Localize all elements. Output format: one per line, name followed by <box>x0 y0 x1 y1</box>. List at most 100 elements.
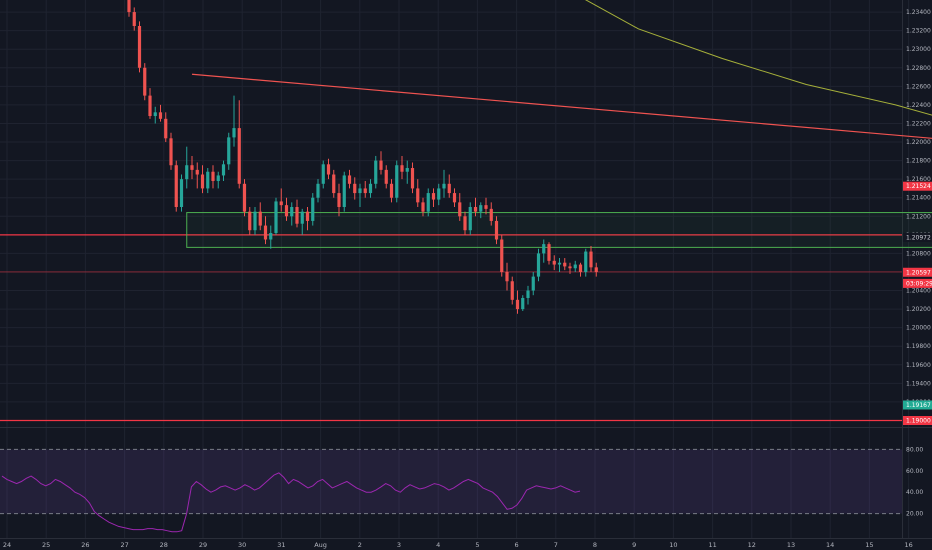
price-tick-label: 1.21200 <box>906 213 931 220</box>
price-tick-label: 1.22600 <box>906 83 931 90</box>
candle-body <box>200 174 205 189</box>
price-tick-label: 1.21800 <box>906 158 931 165</box>
price-tick-label: 1.19400 <box>906 380 931 387</box>
date-tick-label: 24 <box>3 541 11 549</box>
price-badge <box>903 278 932 288</box>
price-badge-label: 1.19000 <box>906 418 931 425</box>
candle-body <box>536 253 541 277</box>
candle-body <box>594 267 598 272</box>
candle-body <box>143 67 147 96</box>
rsi-tick-label: 20.00 <box>906 511 923 518</box>
candle-body <box>353 183 357 194</box>
candle-body <box>573 264 577 269</box>
price-tick-label: 1.20800 <box>906 250 931 257</box>
price-axis[interactable]: 80.00 60.00 40.00 20.00 1.23400 1.23200 1.2300… <box>903 9 932 518</box>
price-badge-label: 1.21524 <box>906 183 931 190</box>
date-tick-label: 25 <box>42 541 50 549</box>
date-tick-label: 2 <box>358 541 362 549</box>
candle-body <box>263 225 268 240</box>
candle-body <box>148 95 152 117</box>
rsi-tick-label: 80.00 <box>906 446 923 453</box>
candle-body <box>400 165 404 172</box>
candle-body <box>284 205 289 217</box>
price-tick-label: 1.19800 <box>906 343 931 350</box>
price-tick-label: 1.20400 <box>906 288 931 295</box>
date-tick-label: 5 <box>475 541 479 549</box>
candle-body <box>169 138 173 166</box>
candle-body <box>274 201 278 233</box>
price-badge <box>903 267 932 277</box>
candle-body <box>179 179 184 208</box>
candle-body <box>185 165 189 180</box>
candle-body <box>437 188 441 200</box>
price-badge-label: 1.19167 <box>906 402 931 409</box>
date-tick-label: 12 <box>748 541 756 549</box>
date-tick-label: 10 <box>669 541 677 549</box>
candle-body <box>410 168 415 189</box>
candle-body <box>447 183 451 194</box>
date-tick-label: 8 <box>593 541 597 549</box>
candle-body <box>416 188 420 203</box>
date-tick-label: 27 <box>120 541 128 549</box>
date-tick-label: 14 <box>826 541 834 549</box>
moving-average-line <box>584 0 932 116</box>
candle-body <box>153 112 157 117</box>
price-badge-label: 03:09:29 <box>906 280 932 287</box>
price-tick-label: 1.21600 <box>906 176 931 183</box>
candle-body <box>552 260 556 265</box>
price-tick-label: 1.23200 <box>906 28 931 35</box>
candle-body <box>332 174 336 194</box>
candle-body <box>589 251 593 268</box>
candle-body <box>389 183 394 198</box>
candle-body <box>242 183 247 212</box>
candle-body <box>221 164 226 176</box>
rsi-band <box>0 449 902 514</box>
candle-body <box>321 164 325 184</box>
candle-body <box>311 197 315 221</box>
candle-body <box>426 193 430 212</box>
candle-body <box>300 211 304 224</box>
price-tick-label: 1.22000 <box>906 139 931 146</box>
date-tick-label: 15 <box>865 541 873 549</box>
candle-body <box>542 244 546 254</box>
candle-body <box>374 160 378 184</box>
date-tick-label: 3 <box>397 541 401 549</box>
date-tick-label: 28 <box>160 541 168 549</box>
candle-body <box>484 205 488 209</box>
candle-body <box>358 188 362 194</box>
candle-body <box>515 299 520 310</box>
date-tick-label: 30 <box>238 541 246 549</box>
candle-body <box>500 239 504 272</box>
price-tick-label: 1.23000 <box>906 46 931 53</box>
candle-body <box>174 165 178 208</box>
candle-body <box>279 201 283 206</box>
candle-body <box>379 160 383 170</box>
price-badge <box>903 232 932 242</box>
candle-body <box>521 297 525 310</box>
candle-body <box>505 271 509 282</box>
date-tick-label: 6 <box>515 541 519 549</box>
candle-body <box>253 211 257 231</box>
candle-body <box>431 193 436 200</box>
candle-body <box>473 207 478 212</box>
date-tick-label: 7 <box>554 541 558 549</box>
candle-body <box>316 183 320 198</box>
price-badge <box>903 400 932 410</box>
candle-body <box>258 211 262 226</box>
rsi-pane <box>0 448 902 533</box>
price-tick-label: 1.23400 <box>906 9 931 16</box>
candle-body <box>305 211 310 221</box>
candle-body <box>195 169 199 175</box>
price-badge-label: 1.20972 <box>906 234 931 241</box>
candle-body <box>248 211 252 231</box>
rsi-tick-label: 40.00 <box>906 489 923 496</box>
price-tick-label: 1.20000 <box>906 325 931 332</box>
candle-body <box>227 137 231 165</box>
date-axis[interactable]: 24 25 26 27 28 29 30 31 Aug 2 3 4 5 6 7 8 9 10 11 12 13 14 15 1… <box>3 541 932 549</box>
candle-body <box>295 207 299 224</box>
candle-body <box>578 264 583 272</box>
candle-body <box>158 112 163 119</box>
